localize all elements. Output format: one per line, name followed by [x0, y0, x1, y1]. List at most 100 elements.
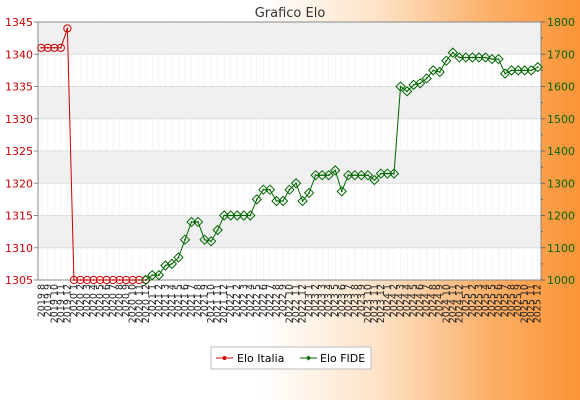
y-right-tick-label: 1700: [547, 48, 575, 61]
data-point-elo-fide: [179, 234, 191, 245]
data-point-center-elo-fide: [419, 82, 422, 85]
x-tick-label: 2020 2: [75, 284, 86, 317]
legend-marker-elo-fide: [306, 355, 311, 361]
x-tick-label: 2024 3: [396, 284, 407, 317]
x-tick-label: 2023 2: [311, 284, 322, 317]
data-point-center-elo-fide: [229, 214, 232, 217]
data-point-center-elo-fide: [360, 174, 363, 177]
data-point-center-elo-fide: [210, 240, 213, 243]
x-tick-label: 2020 11: [134, 284, 145, 323]
data-point-elo-italia: [43, 43, 52, 52]
data-point-center-elo-fide: [151, 274, 154, 277]
data-point-center-elo-italia: [138, 279, 141, 281]
y-left-tick-label: 1325: [5, 145, 33, 158]
data-point-elo-fide: [525, 65, 537, 76]
data-point-center-elo-fide: [478, 56, 480, 59]
data-point-center-elo-fide: [510, 69, 513, 72]
legend-label-elo-fide: Elo FIDE: [320, 352, 365, 365]
x-tick-label: 2024 7: [422, 284, 433, 317]
legend: Elo Italia Elo FIDE: [210, 346, 372, 370]
data-point-center-elo-fide: [197, 221, 199, 223]
x-tick-label: 2019 9: [43, 284, 54, 317]
data-point-center-elo-fide: [484, 56, 487, 59]
data-point-center-elo-fide: [432, 69, 435, 72]
data-point-center-elo-italia: [125, 279, 128, 281]
data-point-elo-italia: [69, 275, 79, 285]
data-point-elo-fide: [323, 169, 334, 181]
x-tick-label: 2023 11: [369, 284, 380, 323]
x-tick-label: 2020 4: [89, 284, 100, 317]
data-point-elo-fide: [480, 52, 491, 63]
x-tick-label: 2023 4: [324, 284, 335, 317]
y-left-tick-label: 1340: [5, 48, 33, 61]
x-tick-label: 2025 7: [500, 284, 511, 317]
data-point-center-elo-fide: [184, 238, 186, 241]
data-point-elo-italia: [95, 275, 105, 285]
x-tick-label: 2020 6: [102, 284, 113, 317]
x-tick-label: 2024 10: [441, 284, 452, 323]
x-tick-label: 2024 4: [402, 284, 413, 317]
data-point-elo-fide: [421, 73, 432, 84]
legend-label-elo-italia: Elo Italia: [237, 352, 284, 365]
data-point-center-elo-fide: [340, 190, 343, 193]
x-tick-label: 2022 7: [265, 284, 276, 317]
data-point-center-elo-fide: [406, 90, 408, 93]
data-point-center-elo-fide: [523, 69, 526, 72]
y-right-tick-label: 1600: [547, 81, 575, 94]
data-point-center-elo-fide: [497, 58, 500, 60]
data-point-center-elo-italia: [40, 46, 43, 49]
x-tick-label: 2019 11: [56, 284, 67, 323]
x-tick-label: 2025 1: [461, 284, 472, 317]
x-tick-label: 2020 5: [95, 284, 106, 317]
data-point-center-elo-fide: [425, 77, 428, 80]
y-right-tick-label: 1400: [547, 145, 575, 158]
x-tick-label: 2022 5: [252, 284, 263, 317]
data-point-center-elo-fide: [458, 56, 461, 59]
data-point-elo-fide: [408, 79, 419, 91]
x-tick-label: 2025 4: [480, 284, 491, 317]
data-point-center-elo-fide: [190, 221, 193, 223]
data-point-elo-italia: [141, 275, 150, 285]
data-point-center-elo-italia: [59, 46, 62, 49]
data-point-elo-fide: [160, 260, 171, 271]
data-point-elo-fide: [369, 174, 380, 186]
x-tick-label: 2024 9: [435, 284, 446, 317]
x-tick-label: 2023 12: [376, 284, 387, 323]
data-point-elo-fide: [395, 81, 406, 92]
data-point-elo-fide: [153, 269, 165, 281]
data-point-center-elo-italia: [73, 279, 75, 281]
x-tick-label: 2022 4: [245, 284, 256, 317]
data-point-elo-fide: [336, 186, 347, 197]
data-point-center-elo-italia: [118, 279, 121, 281]
x-tick-label: 2021 12: [219, 284, 230, 323]
x-tick-label: 2020 10: [128, 284, 139, 323]
data-point-center-elo-fide: [347, 174, 350, 177]
x-tick-label: 2023 6: [337, 284, 348, 317]
y-left-tick-label: 1310: [5, 242, 33, 255]
data-point-center-elo-fide: [366, 174, 369, 177]
data-point-elo-fide: [303, 187, 315, 199]
data-point-center-elo-fide: [393, 172, 395, 175]
y-right-tick-label: 1500: [547, 113, 575, 126]
x-tick-label: 2021 2: [154, 284, 165, 317]
data-point-center-elo-fide: [255, 198, 258, 201]
data-point-center-elo-fide: [334, 169, 337, 172]
data-point-center-elo-fide: [236, 214, 239, 217]
data-point-center-elo-fide: [536, 66, 539, 69]
data-point-elo-fide: [434, 66, 445, 78]
data-point-center-elo-fide: [295, 182, 297, 185]
data-point-elo-italia: [102, 275, 111, 285]
data-point-elo-fide: [199, 234, 210, 245]
x-tick-label: 2025 9: [513, 284, 524, 317]
data-point-center-elo-fide: [451, 51, 454, 54]
x-tick-label: 2025 10: [520, 284, 531, 323]
data-point-elo-fide: [428, 65, 439, 76]
series-layer: [37, 24, 543, 286]
data-point-elo-italia: [37, 43, 46, 52]
y-right-tick-label: 1100: [547, 242, 575, 255]
data-point-elo-fide: [212, 224, 223, 236]
data-point-elo-fide: [441, 55, 452, 66]
data-point-center-elo-fide: [282, 200, 284, 202]
data-point-elo-fide: [192, 216, 204, 228]
